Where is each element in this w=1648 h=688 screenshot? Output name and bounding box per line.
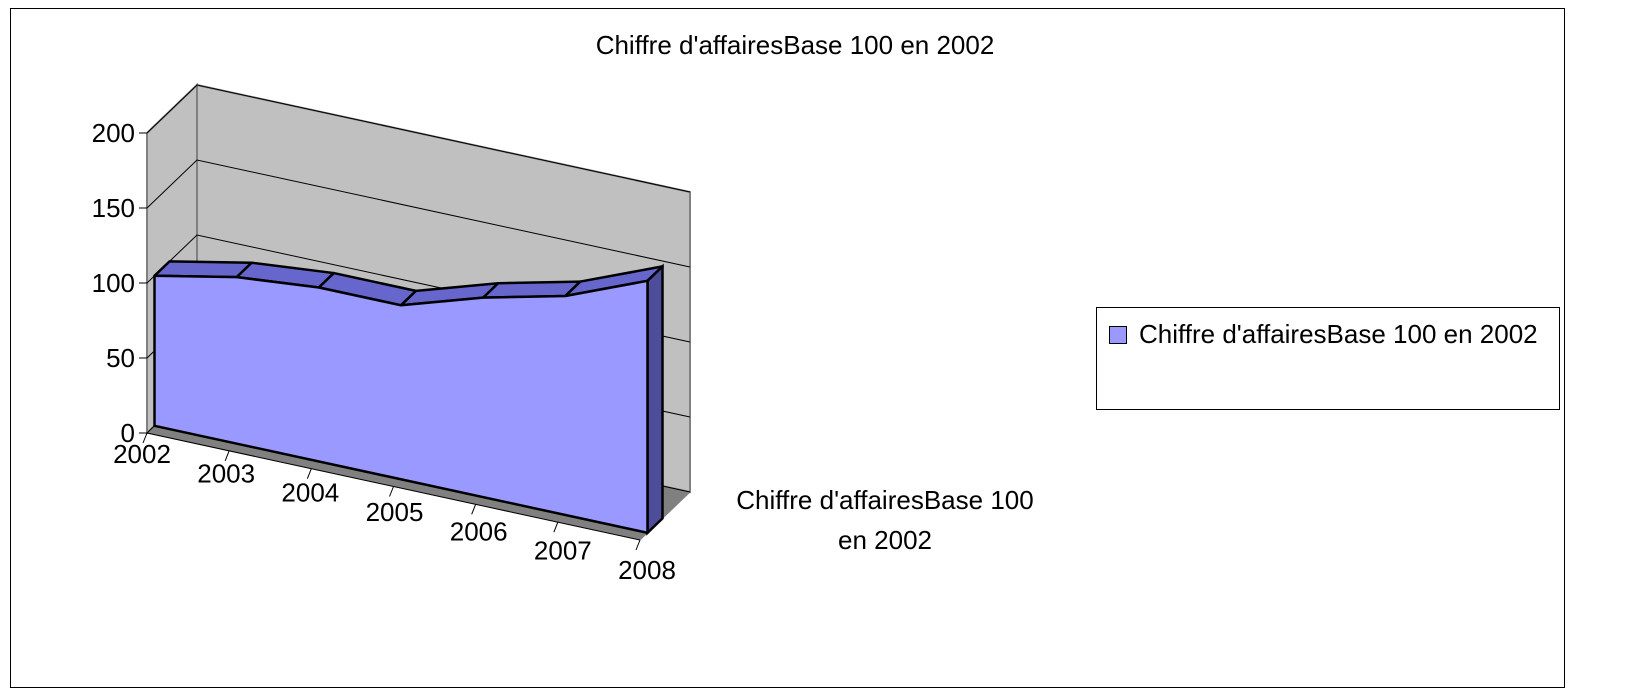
x-tick xyxy=(224,450,230,462)
legend-label: Chiffre d'affairesBase 100 en 2002 xyxy=(1139,319,1538,349)
x-tick xyxy=(142,432,148,444)
area-side xyxy=(646,263,664,536)
area-top xyxy=(153,260,253,279)
x-tick-label: 2007 xyxy=(534,536,592,566)
x-tick xyxy=(635,539,641,551)
page: 0 50 100 150 200 2002 2003 2004 2005 2006 2007 2008… xyxy=(10,8,1565,688)
x-tick-label: 2006 xyxy=(450,516,508,546)
y-tick-label: 50 xyxy=(106,343,135,373)
chart-title: Chiffre d'affairesBase 100 en 2002 xyxy=(595,30,995,60)
x-tick-label: 2008 xyxy=(618,555,676,585)
chart: 0 50 100 150 200 2002 2003 2004 2005 2006 2007 2008 xyxy=(92,82,692,585)
legend-swatch xyxy=(1109,326,1127,344)
x-tick-label: 2005 xyxy=(366,497,424,527)
x-tick xyxy=(306,468,312,479)
grid-line xyxy=(146,84,691,193)
y-tick-label: 200 xyxy=(92,118,135,148)
x-tick xyxy=(389,486,394,497)
depth-axis-label: Chiffre d'affairesBase 100 en 2002 xyxy=(736,485,1034,555)
grid-line xyxy=(146,159,691,268)
x-tick-label: 2004 xyxy=(281,478,339,508)
y-tick-label: 150 xyxy=(92,193,135,223)
area-front xyxy=(153,274,649,535)
legend: Chiffre d'affairesBase 100 en 2002 xyxy=(1096,307,1560,410)
x-tick-label: 2003 xyxy=(197,458,255,488)
x-tick xyxy=(471,504,477,515)
x-tick xyxy=(553,521,559,533)
y-tick-label: 0 xyxy=(121,418,135,448)
y-tick-label: 100 xyxy=(92,268,135,298)
x-tick-label: 2002 xyxy=(113,439,171,469)
